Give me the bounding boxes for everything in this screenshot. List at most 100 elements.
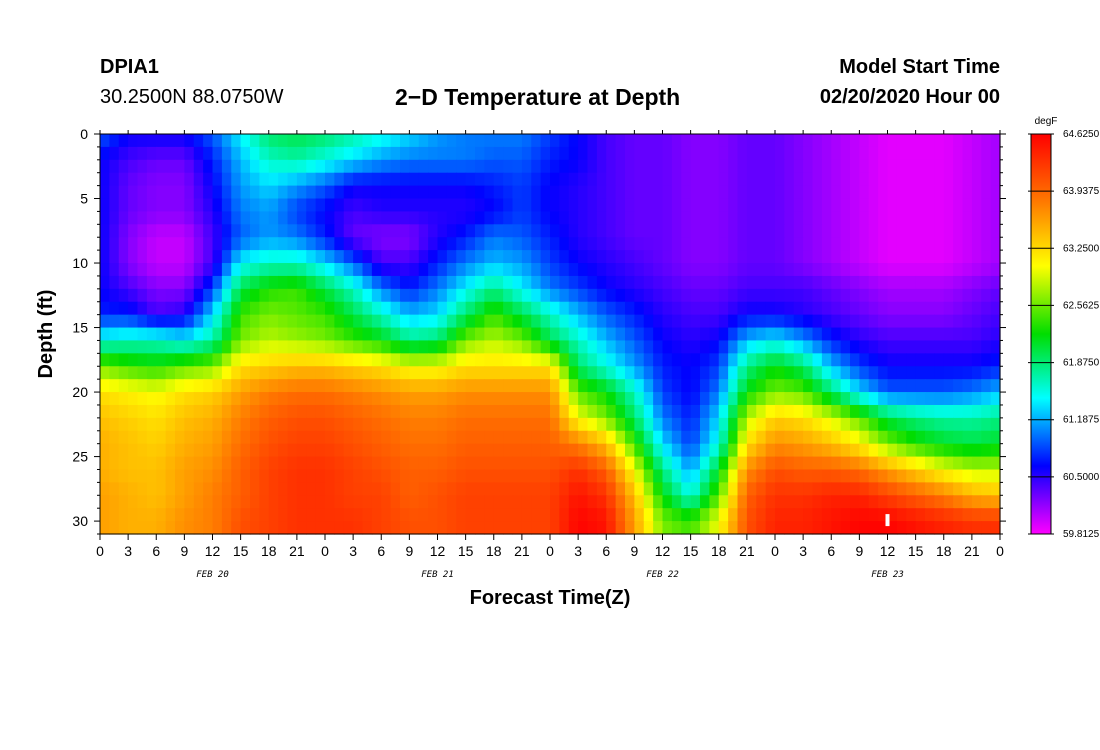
- heat-cell: [512, 288, 523, 303]
- heat-cell: [334, 353, 345, 367]
- heat-cell: [615, 469, 626, 483]
- heat-cell: [371, 314, 382, 329]
- heat-cell: [184, 366, 195, 380]
- heat-cell: [662, 198, 673, 213]
- heat-cell: [643, 250, 654, 264]
- heat-cell: [606, 392, 617, 406]
- heat-cell: [184, 508, 195, 522]
- heat-cell: [962, 172, 973, 187]
- heat-cell: [906, 443, 917, 458]
- heat-cell: [821, 404, 832, 419]
- heat-cell: [296, 134, 307, 148]
- heat-cell: [381, 288, 392, 303]
- heat-cell: [934, 185, 945, 200]
- heat-cell: [831, 301, 842, 316]
- heat-cell: [831, 134, 842, 148]
- heat-cell: [362, 430, 373, 445]
- heat-cell: [840, 366, 851, 380]
- heat-cell: [643, 469, 654, 483]
- heat-cell: [540, 185, 551, 200]
- heat-cell: [343, 443, 354, 458]
- colorbar-label: 64.6250: [1063, 129, 1100, 140]
- heat-cell: [615, 417, 626, 432]
- heat-cell: [240, 379, 251, 393]
- heat-cell: [681, 134, 692, 148]
- heat-cell: [962, 185, 973, 200]
- heat-cell: [728, 134, 739, 148]
- heat-cell: [746, 263, 757, 277]
- heat-cell: [709, 211, 720, 225]
- heat-cell: [400, 430, 410, 445]
- heat-cell: [643, 224, 654, 238]
- heat-cell: [746, 340, 757, 354]
- heat-cell: [128, 340, 139, 354]
- heat-cell: [915, 237, 926, 251]
- heat-cell: [634, 275, 645, 290]
- heat-cell: [690, 172, 701, 187]
- heat-cell: [325, 134, 335, 148]
- heat-cell: [878, 134, 889, 148]
- heat-cell: [784, 366, 795, 380]
- heat-cell: [193, 146, 204, 161]
- heat-cell: [390, 301, 401, 316]
- heat-cell: [925, 495, 935, 509]
- heat-cell: [493, 327, 504, 342]
- heat-cell: [418, 275, 429, 290]
- heat-cell: [268, 353, 279, 367]
- heat-cell: [953, 198, 964, 213]
- heat-cell: [268, 521, 279, 535]
- heat-cell: [821, 224, 832, 238]
- heat-cell: [793, 404, 804, 419]
- heat-cell: [559, 366, 570, 380]
- heat-cell: [484, 521, 495, 535]
- heat-cell: [118, 185, 129, 200]
- heat-cell: [296, 508, 307, 522]
- heat-cell: [906, 185, 917, 200]
- heat-cell: [203, 314, 214, 329]
- heat-cell: [653, 495, 664, 509]
- heat-cell: [306, 495, 317, 509]
- heat-cell: [775, 250, 785, 264]
- heat-cell: [306, 430, 317, 445]
- heat-cell: [934, 340, 945, 354]
- chart-title: 2−D Temperature at Depth: [395, 84, 681, 110]
- heat-cell: [934, 263, 945, 277]
- heat-cell: [634, 159, 645, 174]
- heat-cell: [634, 521, 645, 535]
- heat-cell: [381, 495, 392, 509]
- heat-cell: [193, 366, 204, 380]
- heat-cell: [362, 288, 373, 303]
- heat-cell: [193, 159, 204, 174]
- heat-cell: [662, 340, 673, 354]
- heat-cell: [812, 250, 823, 264]
- heat-cell: [840, 185, 851, 200]
- heat-cell: [831, 224, 842, 238]
- heat-cell: [606, 495, 617, 509]
- heat-cell: [400, 508, 410, 522]
- heat-cell: [240, 392, 251, 406]
- heat-cell: [550, 211, 560, 225]
- x-tick-label: 12: [655, 543, 671, 559]
- heat-cell: [859, 521, 870, 535]
- heat-cell: [775, 301, 785, 316]
- heat-cell: [231, 430, 242, 445]
- heat-cell: [578, 340, 589, 354]
- heat-cell: [896, 443, 907, 458]
- heat-cell: [981, 146, 992, 161]
- heat-cell: [709, 146, 720, 161]
- heat-cell: [615, 263, 626, 277]
- heat-cell: [765, 469, 776, 483]
- heat-cell: [118, 482, 129, 496]
- heat-cell: [259, 379, 270, 393]
- heat-cell: [456, 495, 467, 509]
- heat-cell: [193, 495, 204, 509]
- heat-cell: [540, 482, 551, 496]
- heat-cell: [906, 301, 917, 316]
- heat-cell: [850, 198, 860, 213]
- heat-cell: [550, 172, 560, 187]
- heat-cell: [296, 443, 307, 458]
- heat-cell: [550, 288, 560, 303]
- heat-cell: [615, 340, 626, 354]
- heat-cell: [325, 185, 335, 200]
- y-axis-title: Depth (ft): [35, 290, 57, 379]
